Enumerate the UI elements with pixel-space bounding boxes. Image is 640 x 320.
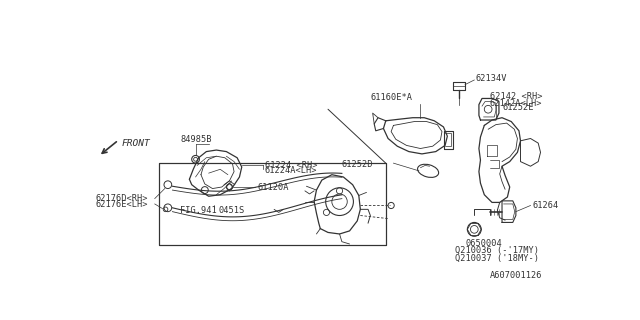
Text: A607001126: A607001126 — [490, 271, 542, 280]
Text: 61264: 61264 — [532, 201, 558, 210]
Text: 61160E*A: 61160E*A — [371, 93, 412, 102]
Text: FIG.941: FIG.941 — [180, 206, 217, 215]
Text: 61252E: 61252E — [502, 103, 534, 112]
Text: 61224A<LH>: 61224A<LH> — [265, 166, 317, 175]
Text: 62176D<RH>: 62176D<RH> — [95, 194, 148, 203]
Text: 62142A<LH>: 62142A<LH> — [490, 99, 542, 108]
Text: 84985B: 84985B — [180, 135, 212, 144]
Text: Q210036 (-'17MY): Q210036 (-'17MY) — [455, 246, 539, 255]
Text: Q210037 ('18MY-): Q210037 ('18MY-) — [455, 254, 539, 263]
Text: 0451S: 0451S — [219, 206, 245, 215]
Text: 62176E<LH>: 62176E<LH> — [95, 200, 148, 209]
Bar — [159, 163, 386, 245]
Text: 61252D: 61252D — [342, 160, 373, 169]
Text: FRONT: FRONT — [122, 139, 150, 148]
Text: 62134V: 62134V — [476, 74, 508, 83]
Text: 61120A: 61120A — [257, 182, 289, 191]
Text: 61224 <RH>: 61224 <RH> — [265, 161, 317, 170]
Text: 0650004: 0650004 — [465, 239, 502, 248]
Text: 62142 <RH>: 62142 <RH> — [490, 92, 542, 101]
